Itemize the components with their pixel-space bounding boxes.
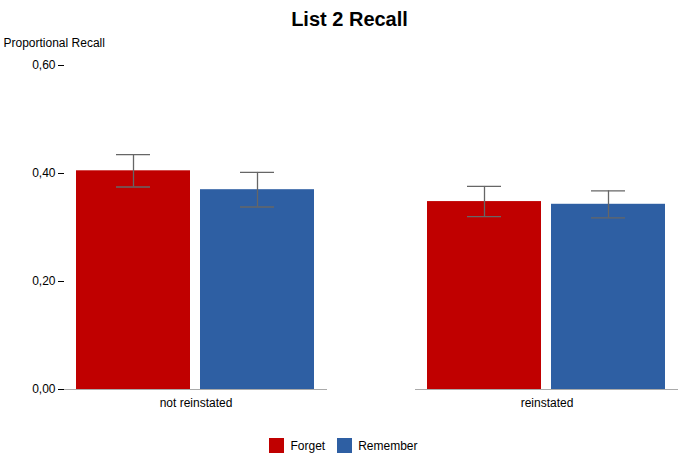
html-text:Forget: Forget [290, 438, 326, 453]
svg-text:0,40: 0,40 [32, 166, 56, 180]
html-text:Remember: Remember [358, 438, 418, 453]
svg-text:Proportional Recall: Proportional Recall [4, 36, 105, 50]
html-text:List 2 Recall: List 2 Recall [291, 8, 408, 30]
svg-text:0,00: 0,00 [32, 382, 56, 396]
svg-text:not reinstated: not reinstated [160, 396, 233, 410]
svg-text:reinstated: reinstated [521, 396, 574, 410]
svg-text:0,60: 0,60 [32, 58, 56, 72]
svg-text:0,20: 0,20 [32, 274, 56, 288]
